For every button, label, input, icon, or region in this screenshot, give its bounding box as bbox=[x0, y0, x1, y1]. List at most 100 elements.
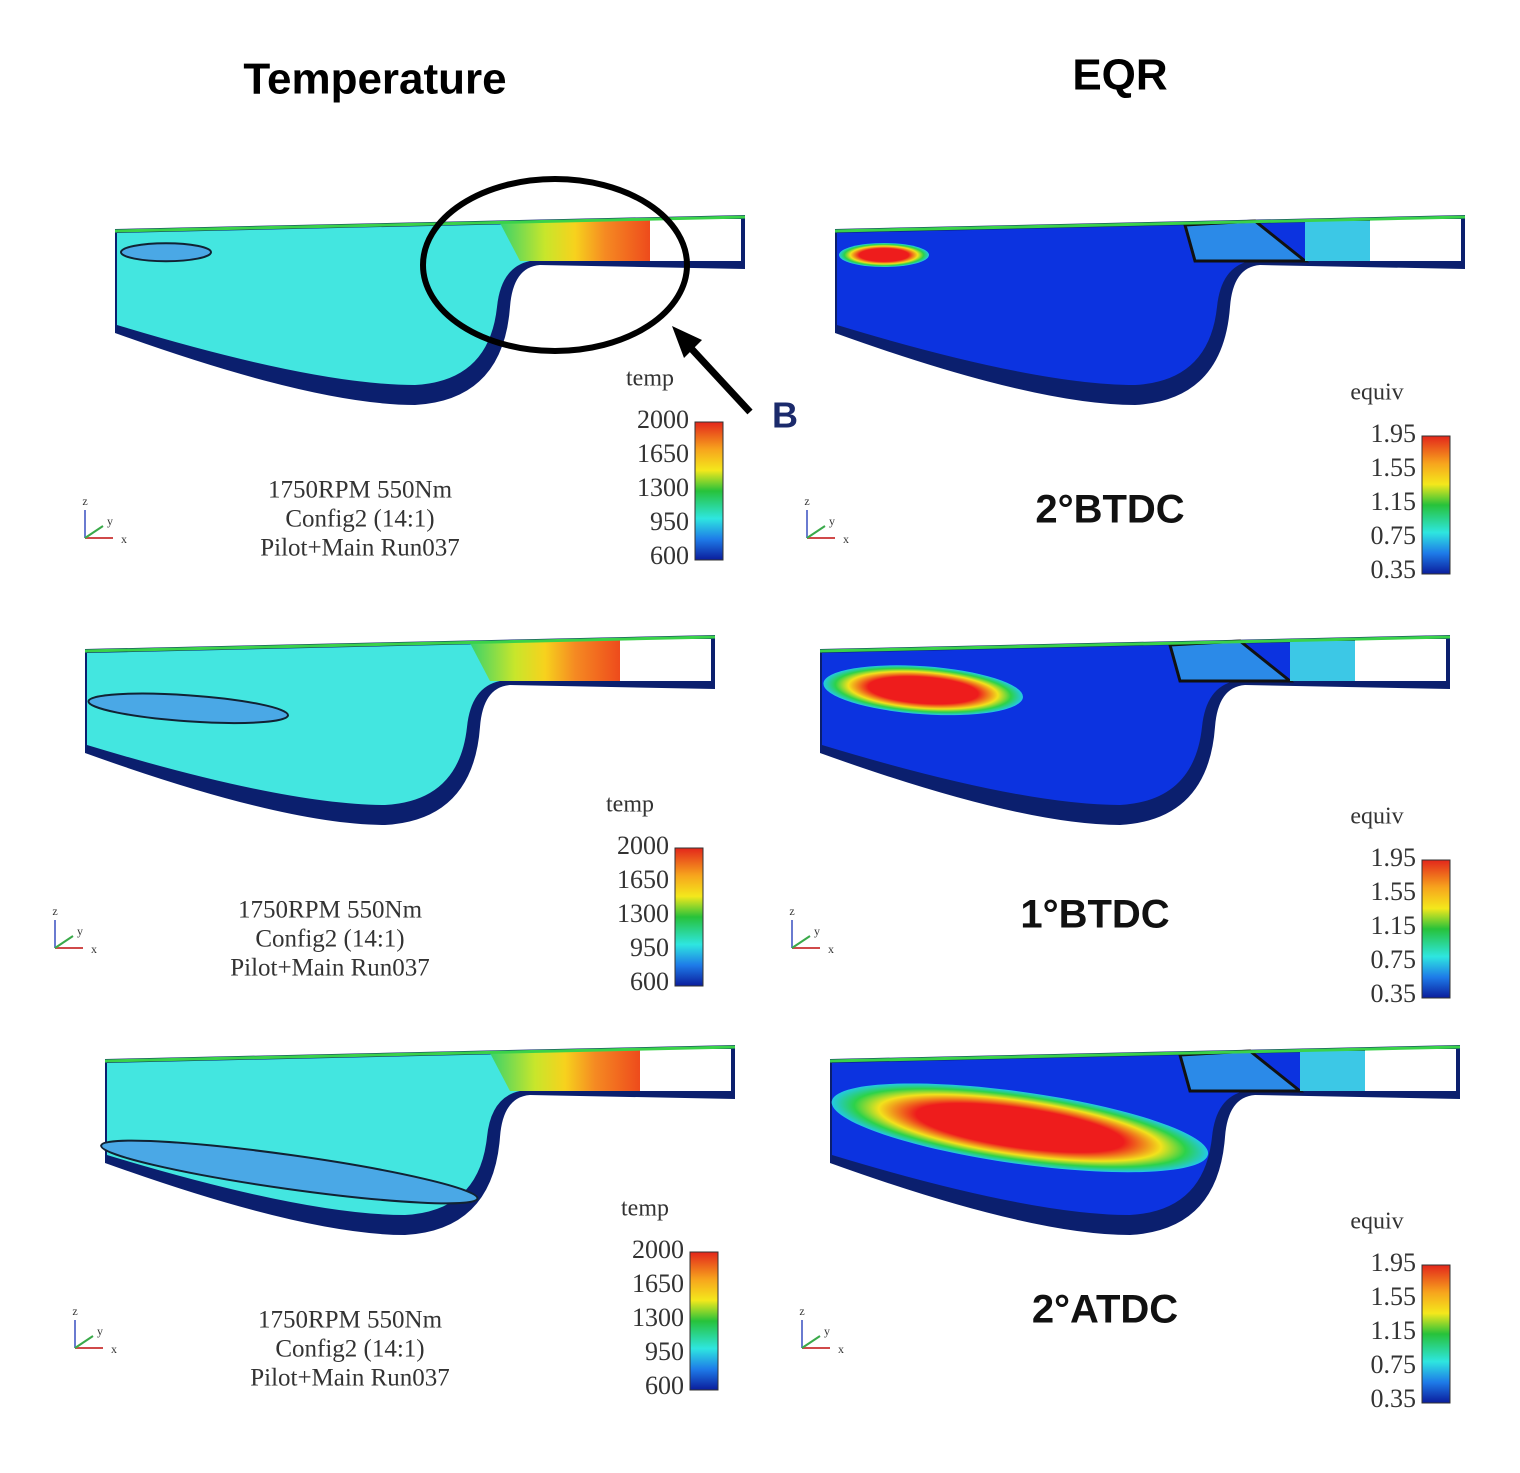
highlight-ellipse bbox=[420, 176, 690, 354]
colorbar-fill bbox=[694, 421, 724, 561]
axis-label: z bbox=[52, 904, 57, 918]
legend-title: temp bbox=[626, 366, 674, 392]
colorbar-label: 1.15 bbox=[1371, 487, 1417, 516]
colorbar-label: 2000 bbox=[617, 831, 669, 860]
crank-angle: 1°BTDC bbox=[1020, 893, 1169, 937]
colorbar-label: 950 bbox=[630, 933, 669, 962]
column-title: EQR bbox=[1072, 51, 1167, 100]
axis-label: x bbox=[121, 532, 127, 546]
colorbar-label: 0.35 bbox=[1371, 555, 1417, 584]
colorbar-label: 950 bbox=[645, 1337, 684, 1366]
colorbar-label: 600 bbox=[645, 1371, 684, 1400]
colorbar-fill bbox=[1421, 859, 1451, 999]
axis bbox=[74, 1335, 94, 1349]
axis-triad: z yx bbox=[72, 1304, 117, 1356]
colorbar-label: 1.95 bbox=[1371, 843, 1417, 872]
colorbar: temp 2000 1650 1300 950 600 bbox=[606, 792, 704, 996]
crank-angle: 2°BTDC bbox=[1035, 488, 1184, 532]
axis-label: z bbox=[72, 1304, 77, 1318]
arrow-head bbox=[672, 326, 702, 358]
colorbar-label: 0.75 bbox=[1371, 1350, 1417, 1379]
colorbar-fill bbox=[689, 1251, 719, 1391]
colorbar-fill bbox=[1421, 1264, 1451, 1404]
axis-triad: z yx bbox=[804, 494, 849, 546]
colorbar-fill bbox=[1421, 435, 1451, 575]
spray bbox=[87, 692, 289, 725]
axis-label: z bbox=[799, 1304, 804, 1318]
run-info: Pilot+Main Run037 bbox=[260, 535, 460, 562]
axis bbox=[801, 1335, 821, 1349]
colorbar-label: 950 bbox=[650, 507, 689, 536]
colorbar-label: 600 bbox=[630, 967, 669, 996]
colorbar-label: 1.55 bbox=[1371, 1282, 1417, 1311]
legend-title: temp bbox=[621, 1196, 669, 1222]
top-edge bbox=[829, 1045, 1461, 1063]
legend-title: equiv bbox=[1350, 380, 1403, 406]
colorbar-label: 0.35 bbox=[1371, 979, 1417, 1008]
axis-label: y bbox=[97, 1324, 103, 1338]
run-info: Config2 (14:1) bbox=[255, 926, 404, 953]
colorbar: temp 2000 1650 1300 950 600 bbox=[621, 1196, 719, 1400]
slot bbox=[1370, 219, 1461, 261]
legend-title: equiv bbox=[1350, 804, 1403, 830]
slot bbox=[650, 219, 741, 261]
eqr-contour bbox=[834, 215, 1466, 405]
axis-label: z bbox=[82, 494, 87, 508]
colorbar: equiv 1.95 1.55 1.15 0.75 0.35 bbox=[1350, 804, 1451, 1008]
temperature-contour bbox=[100, 1045, 736, 1235]
annotation: B bbox=[772, 395, 798, 436]
top-edge bbox=[84, 635, 716, 653]
axis-label: y bbox=[77, 924, 83, 938]
axis-label: x bbox=[843, 532, 849, 546]
axis-label: y bbox=[829, 514, 835, 528]
colorbar-label: 2000 bbox=[632, 1235, 684, 1264]
hot-zone bbox=[500, 219, 650, 261]
colorbar-label: 0.75 bbox=[1371, 521, 1417, 550]
eqr-contour bbox=[819, 635, 1451, 825]
slot bbox=[1365, 1049, 1456, 1091]
axis bbox=[54, 935, 74, 949]
colorbar-label: 0.35 bbox=[1371, 1384, 1417, 1413]
colorbar: equiv 1.95 1.55 1.15 0.75 0.35 bbox=[1350, 380, 1451, 584]
axis-label: y bbox=[814, 924, 820, 938]
run-info: 1750RPM 550Nm bbox=[258, 1307, 443, 1334]
colorbar-label: 1300 bbox=[632, 1303, 684, 1332]
slot-fluid bbox=[1290, 641, 1355, 681]
arrow bbox=[685, 342, 753, 415]
fuel-jet bbox=[839, 243, 929, 267]
colorbar-label: 1650 bbox=[617, 865, 669, 894]
top-edge bbox=[114, 215, 746, 233]
crank-angle: 2°ATDC bbox=[1032, 1288, 1178, 1332]
axis-triad: z yx bbox=[82, 494, 127, 546]
fuel-jet bbox=[823, 665, 1023, 716]
run-info: 1750RPM 550Nm bbox=[268, 477, 453, 504]
slot bbox=[620, 639, 711, 681]
top-edge bbox=[104, 1045, 736, 1063]
axis-triad: z yx bbox=[52, 904, 97, 956]
run-info: Pilot+Main Run037 bbox=[230, 955, 430, 982]
spray bbox=[100, 1139, 479, 1205]
axis bbox=[806, 525, 826, 539]
colorbar-label: 1.15 bbox=[1371, 911, 1417, 940]
eqr-contour bbox=[829, 1045, 1461, 1235]
colorbar: temp 2000 1650 1300 950 600 bbox=[626, 366, 724, 570]
colorbar-label: 1300 bbox=[617, 899, 669, 928]
axis-label: x bbox=[828, 942, 834, 956]
run-info: Pilot+Main Run037 bbox=[250, 1365, 450, 1392]
colorbar-label: 1650 bbox=[632, 1269, 684, 1298]
colorbar: equiv 1.95 1.55 1.15 0.75 0.35 bbox=[1350, 1209, 1451, 1413]
legend-title: temp bbox=[606, 792, 654, 818]
run-info: Config2 (14:1) bbox=[275, 1336, 424, 1363]
top-edge bbox=[834, 215, 1466, 233]
axis-label: x bbox=[91, 942, 97, 956]
legend-title: equiv bbox=[1350, 1209, 1403, 1235]
axis-label: x bbox=[838, 1342, 844, 1356]
axis-label: z bbox=[789, 904, 794, 918]
fuel-jet bbox=[831, 1083, 1209, 1173]
axis bbox=[84, 525, 104, 539]
axis-label: z bbox=[804, 494, 809, 508]
column-title: Temperature bbox=[243, 55, 506, 104]
temperature-contour bbox=[114, 215, 746, 405]
